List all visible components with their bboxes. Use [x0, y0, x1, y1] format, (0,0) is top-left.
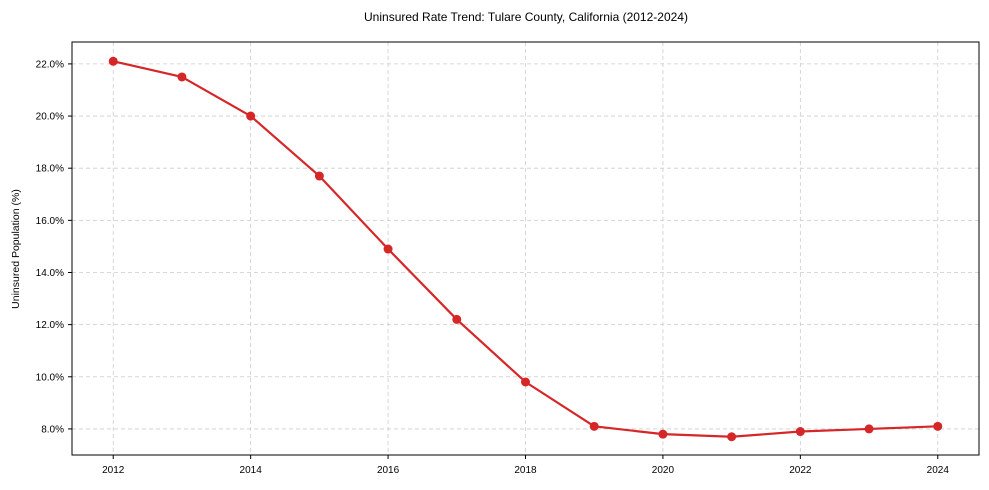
x-tick-label: 2022 — [789, 465, 812, 476]
y-tick-label: 20.0% — [36, 112, 64, 123]
data-point-marker — [177, 72, 187, 82]
y-tick-label: 12.0% — [36, 320, 64, 331]
data-point-marker — [452, 314, 462, 324]
x-tick-label: 2024 — [927, 465, 950, 476]
data-series — [108, 56, 943, 442]
y-axis-ticks: 8.0% 10.0% 12.0% 14.0% 16.0% 18.0% 20.0% 22.0% — [36, 59, 72, 435]
y-tick-label: 18.0% — [36, 164, 64, 175]
x-tick-label: 2018 — [514, 465, 537, 476]
data-point-marker — [521, 377, 530, 387]
data-point-marker — [314, 171, 324, 181]
data-point-marker — [864, 424, 874, 434]
grid-lines — [72, 42, 979, 455]
data-point-marker — [727, 432, 737, 442]
y-axis-label: Uninsured Population (%) — [10, 189, 22, 309]
data-point-marker — [108, 56, 118, 66]
y-tick-label: 22.0% — [36, 59, 64, 70]
x-tick-label: 2012 — [102, 465, 125, 476]
x-tick-label: 2014 — [240, 465, 263, 476]
data-point-marker — [933, 421, 943, 431]
y-tick-label: 14.0% — [36, 268, 64, 279]
y-tick-label: 8.0% — [41, 424, 64, 435]
data-point-marker — [589, 421, 599, 431]
data-point-marker — [383, 244, 393, 254]
y-tick-label: 16.0% — [36, 216, 64, 227]
chart-title: Uninsured Rate Trend: Tulare County, Cal… — [364, 10, 688, 24]
data-point-marker — [795, 427, 805, 437]
data-point-marker — [246, 111, 256, 121]
y-tick-label: 10.0% — [36, 372, 64, 383]
x-tick-label: 2016 — [377, 465, 400, 476]
data-point-marker — [658, 429, 668, 439]
x-tick-label: 2020 — [652, 465, 675, 476]
x-axis-ticks: 2012 2014 2016 2018 2020 2022 2024 — [102, 455, 949, 476]
